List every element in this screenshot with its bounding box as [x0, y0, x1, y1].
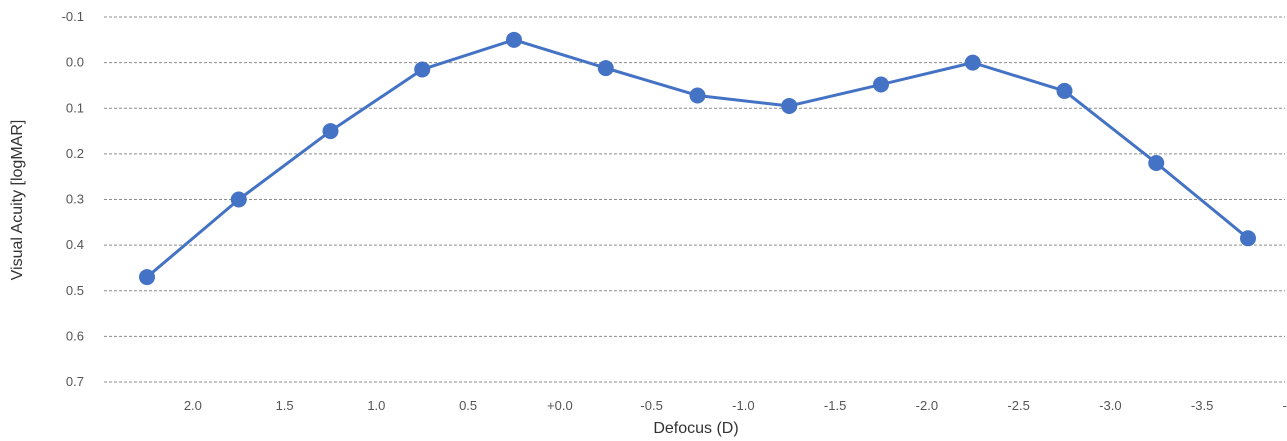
x-tick-label: 0.5 — [459, 398, 477, 413]
x-tick-label: -1.0 — [732, 398, 754, 413]
x-tick-label: 2.0 — [184, 398, 202, 413]
data-point — [781, 97, 798, 114]
data-point — [1056, 82, 1073, 99]
y-tick-label: -0.1 — [62, 9, 84, 24]
data-point — [414, 61, 431, 78]
data-point — [1148, 155, 1165, 171]
y-axis-ticks: -0.1 0.0 0.1 0.2 0.3 0.4 0.5 0.6 0.7 — [62, 9, 84, 389]
x-axis-title: Defocus (D) — [653, 420, 738, 437]
y-tick-label: 0.5 — [66, 283, 84, 298]
x-tick-label: -3.5 — [1191, 398, 1213, 413]
data-point — [964, 54, 981, 71]
data-point — [873, 76, 889, 93]
data-series — [139, 31, 1256, 286]
y-tick-label: 0.1 — [66, 100, 84, 115]
gridlines — [104, 16, 1285, 383]
data-point — [230, 191, 247, 208]
data-point — [689, 87, 706, 104]
y-axis-title: Visual Acuity [logMAR] — [9, 120, 26, 281]
x-tick-label: -0.5 — [640, 398, 662, 413]
data-point — [139, 269, 155, 286]
y-tick-label: 0.4 — [66, 237, 84, 252]
x-tick-label: -3.0 — [1099, 398, 1121, 413]
x-tick-label: -2.5 — [1007, 398, 1029, 413]
x-tick-label: 1.5 — [276, 398, 294, 413]
x-tick-label: -1.5 — [824, 398, 846, 413]
x-tick-label: 1.0 — [367, 398, 385, 413]
data-point — [1240, 230, 1256, 247]
x-tick-label: -4.0 — [1283, 398, 1287, 413]
data-point — [597, 60, 614, 77]
x-axis-ticks: 2.0 1.5 1.0 0.5 +0.0 -0.5 -1.0 -1.5 -2.0 -2.5 -3.0… — [184, 398, 1287, 413]
y-tick-label: 0.7 — [66, 374, 84, 389]
series-line — [146, 38, 1249, 279]
data-point — [506, 31, 522, 48]
data-point — [322, 123, 339, 140]
x-tick-label: +0.0 — [547, 398, 573, 413]
y-tick-label: 0.2 — [66, 146, 84, 161]
y-tick-label: 0.0 — [66, 55, 84, 70]
x-tick-label: -2.0 — [916, 398, 938, 413]
y-tick-label: 0.3 — [66, 192, 84, 207]
y-tick-label: 0.6 — [66, 328, 84, 343]
